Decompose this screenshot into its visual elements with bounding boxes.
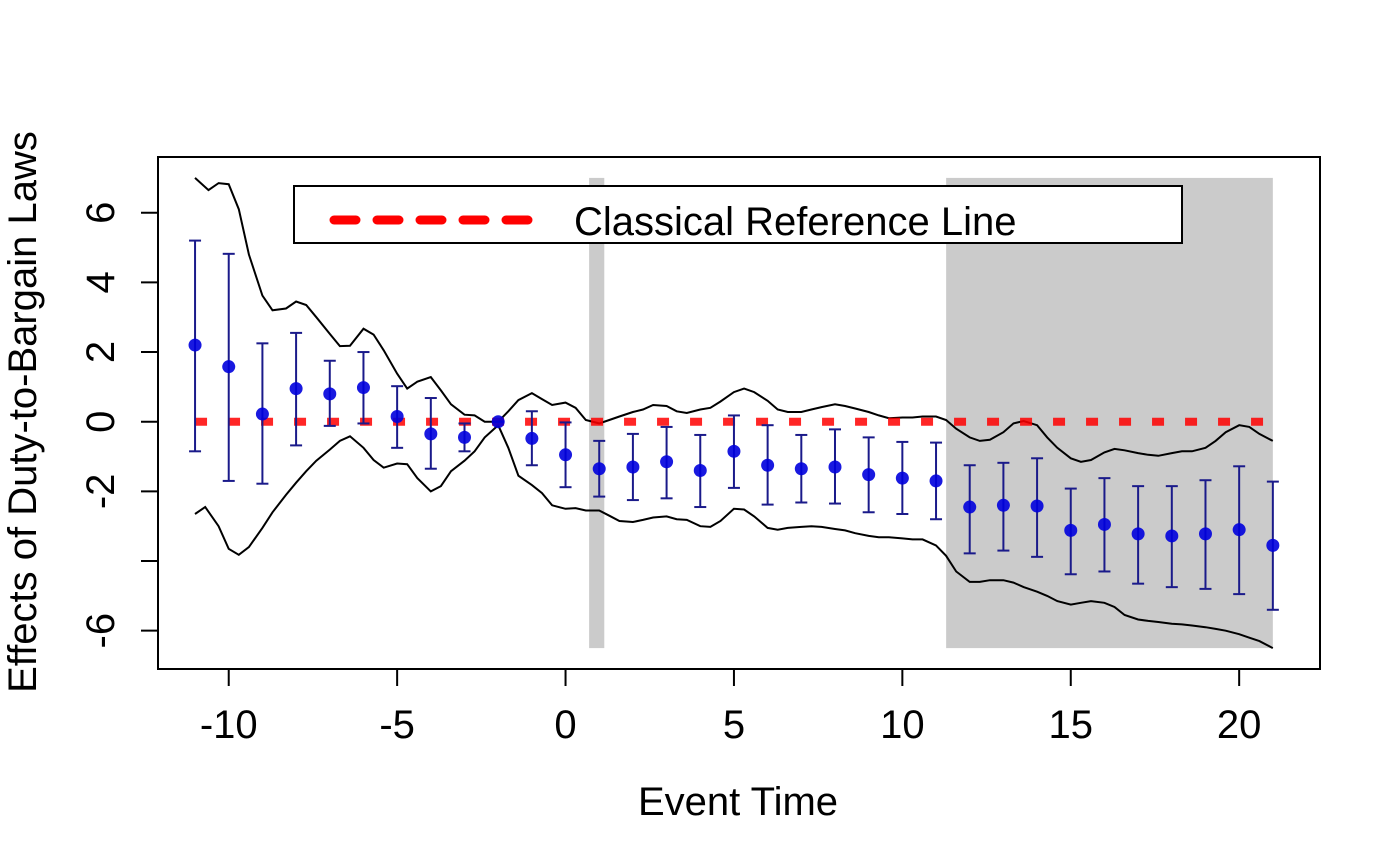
y-tick-label: 2 bbox=[79, 341, 123, 363]
legend: Classical Reference Line bbox=[293, 185, 1183, 244]
point-estimates bbox=[188, 338, 1280, 552]
data-point bbox=[188, 338, 202, 352]
x-tick-label: 10 bbox=[880, 703, 925, 747]
shaded-region-1 bbox=[589, 177, 605, 649]
data-point bbox=[727, 444, 741, 458]
data-point bbox=[289, 382, 303, 396]
y-tick-label: 6 bbox=[79, 202, 123, 224]
data-point bbox=[963, 500, 977, 514]
lower-band-line bbox=[194, 423, 1274, 649]
x-tick-label: 20 bbox=[1217, 703, 1262, 747]
data-point bbox=[457, 430, 471, 444]
x-axis-label: Event Time bbox=[638, 780, 838, 824]
x-tick-label: 15 bbox=[1049, 703, 1094, 747]
error-bars bbox=[189, 239, 1279, 611]
x-tick-label: -5 bbox=[379, 703, 415, 747]
data-point bbox=[761, 458, 775, 472]
data-point bbox=[424, 427, 438, 441]
data-point bbox=[1198, 527, 1212, 541]
data-point bbox=[828, 460, 842, 474]
y-tick-label: 4 bbox=[79, 271, 123, 293]
data-point bbox=[323, 387, 337, 401]
data-point bbox=[1266, 538, 1280, 552]
data-point bbox=[895, 471, 909, 485]
data-point bbox=[996, 498, 1010, 512]
data-point bbox=[1232, 523, 1246, 537]
data-point bbox=[491, 415, 505, 429]
data-point bbox=[559, 448, 573, 462]
data-point bbox=[1030, 499, 1044, 513]
data-point bbox=[1064, 523, 1078, 537]
data-point bbox=[929, 474, 943, 488]
data-point bbox=[1097, 517, 1111, 531]
y-tick-label: -6 bbox=[79, 613, 123, 649]
legend-label: Classical Reference Line bbox=[574, 200, 1016, 244]
shaded-region-2 bbox=[946, 177, 1273, 649]
data-point bbox=[626, 460, 640, 474]
data-point bbox=[255, 407, 269, 421]
shaded-regions bbox=[589, 177, 1273, 649]
data-point bbox=[1165, 529, 1179, 543]
data-point bbox=[592, 462, 606, 476]
data-point bbox=[390, 409, 404, 423]
data-point bbox=[525, 431, 539, 445]
x-tick-label: 5 bbox=[723, 703, 745, 747]
y-tick-label: -2 bbox=[79, 474, 123, 510]
x-tick-label: -10 bbox=[200, 703, 258, 747]
data-point bbox=[693, 463, 707, 477]
confidence-bands bbox=[194, 177, 1274, 649]
data-point bbox=[222, 360, 236, 374]
x-tick-label: 0 bbox=[554, 703, 576, 747]
legend-box bbox=[293, 185, 1183, 244]
y-axis-label: Effects of Duty-to-Bargain Laws bbox=[1, 131, 45, 693]
data-point bbox=[862, 468, 876, 482]
y-tick-label: 0 bbox=[79, 411, 123, 433]
data-point bbox=[660, 455, 674, 469]
data-point bbox=[356, 381, 370, 395]
upper-band-line bbox=[194, 177, 1274, 463]
data-point bbox=[1131, 527, 1145, 541]
data-point bbox=[794, 462, 808, 476]
